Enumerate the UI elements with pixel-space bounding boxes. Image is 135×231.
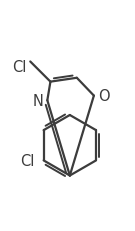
- Text: O: O: [98, 89, 109, 104]
- Text: Cl: Cl: [12, 60, 26, 75]
- Text: Cl: Cl: [20, 153, 34, 168]
- Text: N: N: [33, 93, 43, 108]
